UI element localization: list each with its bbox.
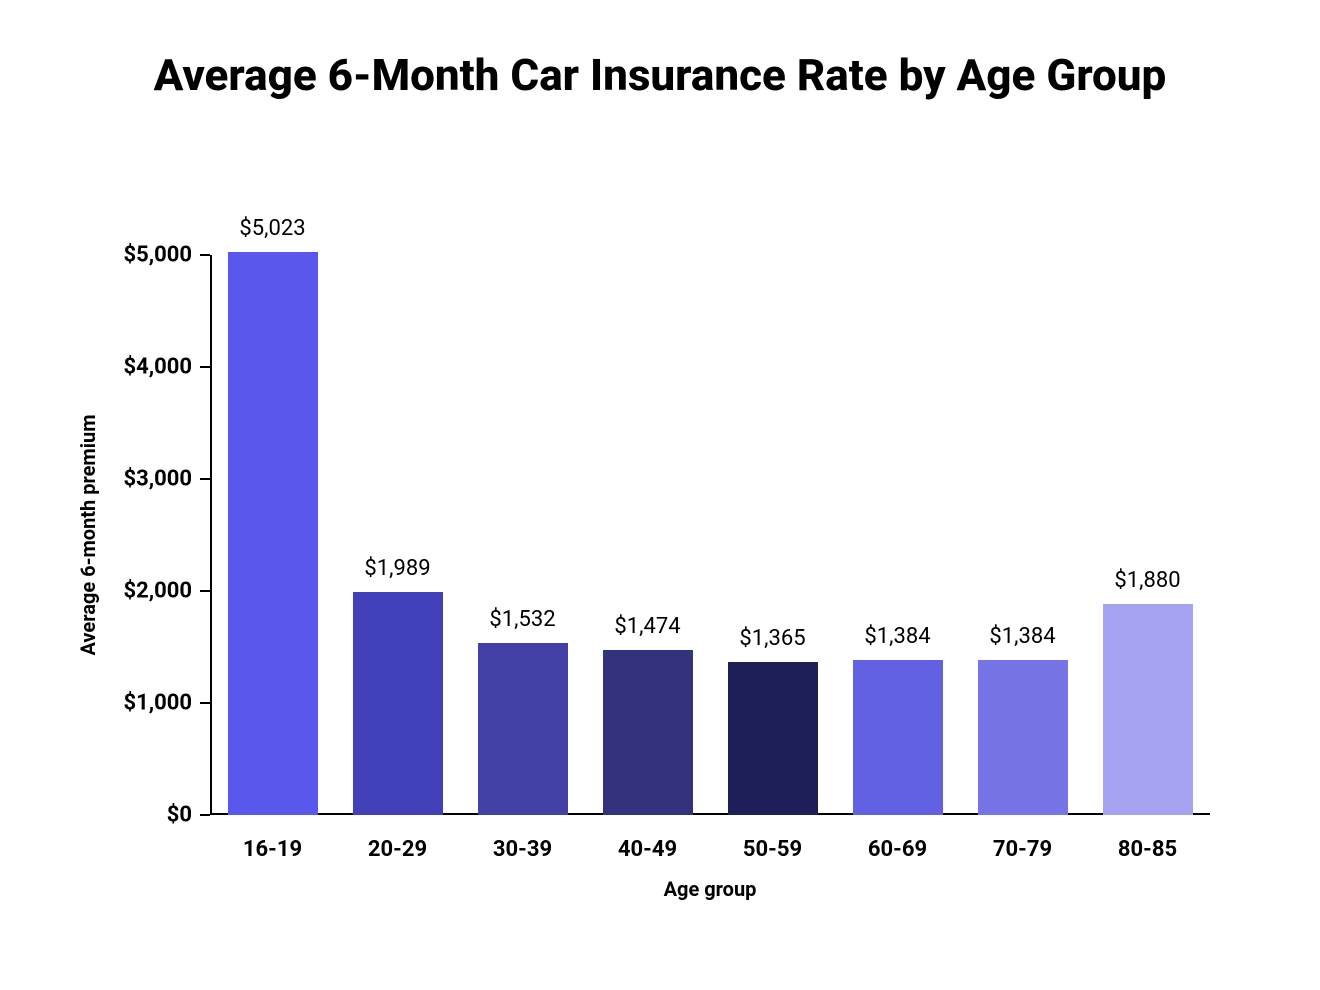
- bar-value-label: $1,384: [864, 624, 930, 649]
- bar: [478, 643, 568, 815]
- chart-title: Average 6-Month Car Insurance Rate by Ag…: [0, 50, 1320, 101]
- x-tick-label: 30-39: [493, 837, 552, 862]
- x-tick-label: 50-59: [743, 837, 802, 862]
- bar: [603, 650, 693, 815]
- bar: [978, 660, 1068, 815]
- x-tick-label: 40-49: [618, 837, 677, 862]
- bar: [353, 592, 443, 815]
- x-axis-label: Age group: [210, 877, 1210, 901]
- y-axis-line: [210, 255, 212, 815]
- x-tick-label: 80-85: [1118, 837, 1177, 862]
- y-tick-label: $4,000: [123, 355, 192, 380]
- bar-value-label: $1,989: [364, 556, 430, 581]
- chart-container: Average 6-Month Car Insurance Rate by Ag…: [0, 0, 1320, 990]
- x-tick-label: 70-79: [993, 837, 1052, 862]
- y-tick-label: $5,000: [123, 243, 192, 268]
- bar: [728, 662, 818, 815]
- y-tick-mark: [200, 254, 210, 256]
- bar-value-label: $1,880: [1114, 568, 1180, 593]
- x-tick-label: 20-29: [368, 837, 427, 862]
- y-tick-label: $1,000: [123, 691, 192, 716]
- plot-area: [210, 255, 1210, 815]
- y-tick-mark: [200, 702, 210, 704]
- bar-value-label: $1,384: [989, 624, 1055, 649]
- bar-value-label: $5,023: [239, 216, 305, 241]
- y-tick-mark: [200, 590, 210, 592]
- y-tick-mark: [200, 478, 210, 480]
- bar-value-label: $1,365: [739, 626, 805, 651]
- y-axis-label: Average 6-month premium: [76, 414, 100, 655]
- y-tick-mark: [200, 814, 210, 816]
- x-tick-label: 60-69: [868, 837, 927, 862]
- y-tick-mark: [200, 366, 210, 368]
- y-tick-label: $3,000: [123, 467, 192, 492]
- bar-value-label: $1,532: [489, 607, 555, 632]
- bar: [853, 660, 943, 815]
- y-tick-label: $0: [167, 803, 192, 828]
- bar: [1103, 604, 1193, 815]
- bar: [228, 252, 318, 815]
- y-tick-label: $2,000: [123, 579, 192, 604]
- bar-value-label: $1,474: [614, 614, 680, 639]
- x-tick-label: 16-19: [243, 837, 302, 862]
